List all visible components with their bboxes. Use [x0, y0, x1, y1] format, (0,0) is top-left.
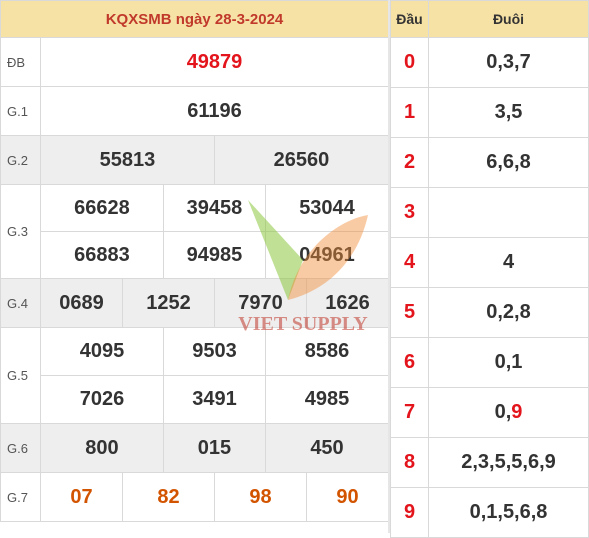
prize-label-g1: G.1	[0, 86, 41, 136]
g6-number: 800	[40, 423, 164, 473]
g2-number: 26560	[213, 135, 390, 185]
g3-number: 39458	[162, 184, 267, 232]
loto-tail-digits: 3,5	[428, 87, 589, 138]
g6-number: 015	[162, 423, 267, 473]
loto-head-digit: 6	[390, 337, 429, 388]
loto-tail-highlight: 9	[511, 401, 523, 423]
g3-number: 53044	[265, 184, 389, 232]
g1-number: 61196	[40, 86, 389, 136]
g4-number: 1626	[305, 278, 390, 328]
prize-label-db: ĐB	[0, 37, 41, 87]
g5-number: 4095	[40, 327, 164, 376]
prize-table: KQXSMB ngày 28-3-2024 ĐB 49879 G.1 61196…	[0, 0, 390, 522]
loto-tail-digits	[428, 187, 589, 238]
loto-head-digit: 7	[390, 387, 429, 438]
g5-number: 4985	[265, 375, 389, 424]
special-prize-number: 49879	[40, 37, 389, 87]
loto-tail-digits: 6,6,8	[428, 137, 589, 188]
prize-label-g3: G.3	[0, 184, 41, 279]
loto-head-digit: 4	[390, 237, 429, 288]
loto-tail-digits: 0,1	[428, 337, 589, 388]
g5-number: 7026	[40, 375, 164, 424]
loto-tail-digits: 0,1,5,6,8	[428, 487, 589, 538]
g7-number: 90	[305, 472, 390, 522]
g3-number: 66628	[40, 184, 164, 232]
prize-label-g2: G.2	[0, 135, 41, 185]
column-divider	[388, 0, 391, 533]
loto-tail-digits: 0,3,7	[428, 37, 589, 88]
loto-head-digit: 0	[390, 37, 429, 88]
g7-number: 98	[213, 472, 307, 522]
g7-number: 07	[40, 472, 123, 522]
g4-number: 1252	[121, 278, 215, 328]
prize-label-g6: G.6	[0, 423, 41, 473]
g5-number: 8586	[265, 327, 389, 376]
g4-number: 7970	[213, 278, 307, 328]
g5-number: 3491	[162, 375, 267, 424]
g3-number: 66883	[40, 231, 164, 279]
loto-tail-digits: 0,9	[428, 387, 589, 438]
loto-tail-digits: 2,3,5,5,6,9	[428, 437, 589, 488]
board-title: KQXSMB ngày 28-3-2024	[0, 0, 389, 38]
g4-number: 0689	[40, 278, 123, 328]
g3-number: 94985	[162, 231, 267, 279]
g3-number: 04961	[265, 231, 389, 279]
prize-label-g7: G.7	[0, 472, 41, 522]
loto-head-digit: 8	[390, 437, 429, 488]
g6-number: 450	[265, 423, 389, 473]
loto-head-digit: 5	[390, 287, 429, 338]
g2-number: 55813	[40, 135, 215, 185]
duoi-header: Đuôi	[428, 0, 589, 38]
loto-head-digit: 3	[390, 187, 429, 238]
loto-tail-prefix: 0,	[494, 401, 512, 423]
dau-header: Đầu	[390, 0, 429, 38]
prize-label-g4: G.4	[0, 278, 41, 328]
prize-label-g5: G.5	[0, 327, 41, 424]
loto-head-digit: 2	[390, 137, 429, 188]
loto-head-digit: 9	[390, 487, 429, 538]
loto-tail-digits: 4	[428, 237, 589, 288]
loto-tail-digits: 0,2,8	[428, 287, 589, 338]
g7-number: 82	[121, 472, 215, 522]
loto-head-digit: 1	[390, 87, 429, 138]
g5-number: 9503	[162, 327, 267, 376]
